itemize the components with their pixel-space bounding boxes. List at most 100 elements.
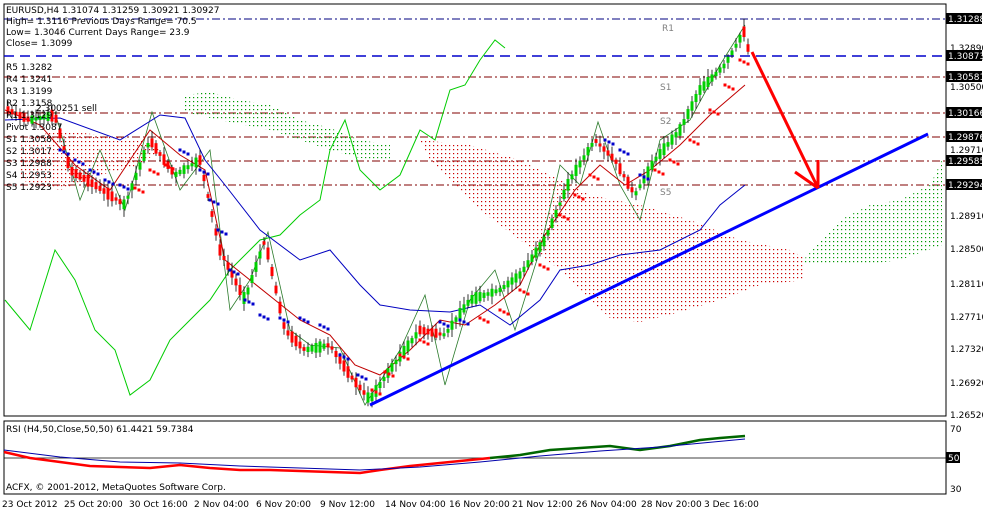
price-tick: 1.30500	[950, 83, 983, 93]
candle-bullish	[734, 43, 738, 48]
step-dot	[202, 170, 206, 174]
trend-line[interactable]	[369, 132, 929, 407]
price-tick: 1.27320	[950, 345, 983, 355]
candle-bearish	[218, 244, 222, 256]
step-dot	[712, 110, 716, 114]
pivot-s4: S4 1.2953	[6, 171, 52, 181]
level-box-s4	[946, 155, 982, 166]
candle-bullish	[590, 142, 594, 147]
time-tick: 26 Nov 04:00	[576, 500, 637, 510]
candle-bearish	[26, 116, 30, 122]
candle-bullish	[726, 56, 730, 63]
step-dot	[111, 182, 115, 186]
candle-bullish	[730, 50, 734, 56]
candle-bullish	[322, 343, 326, 349]
candle-bearish	[154, 143, 158, 154]
candle-bullish	[550, 218, 554, 228]
step-dot	[438, 320, 442, 324]
candle-bullish	[678, 124, 682, 136]
step-dot	[573, 193, 577, 197]
candle-bearish	[430, 328, 434, 337]
candle-bearish	[222, 255, 226, 261]
candle-bearish	[262, 241, 266, 245]
time-tick: 25 Oct 20:00	[64, 500, 123, 510]
step-dot	[482, 318, 486, 322]
time-tick: 28 Nov 20:00	[641, 500, 702, 510]
candle-bullish	[558, 202, 562, 206]
step-dot	[592, 175, 596, 179]
step-dot	[171, 167, 175, 171]
cloud-bullish-future	[805, 160, 942, 265]
candle-bullish	[174, 171, 178, 177]
candle-bullish	[474, 292, 478, 304]
step-dot	[738, 58, 742, 62]
candle-bearish	[66, 157, 70, 169]
step-dot	[688, 138, 692, 142]
step-dot	[638, 173, 642, 177]
candle-bullish	[314, 342, 318, 353]
candle-bearish	[422, 327, 426, 335]
step-dot	[126, 187, 130, 191]
time-axis[interactable]: 23 Oct 2012 25 Oct 20:00 30 Oct 16:00 2 …	[2, 500, 759, 510]
candle-bearish	[102, 188, 106, 194]
step-dot	[167, 165, 171, 169]
candle-bearish	[438, 332, 442, 336]
step-dots	[58, 58, 750, 396]
step-dot	[370, 388, 374, 392]
cloud-bearish-early	[20, 130, 160, 190]
price-axis[interactable]: 1.32890 1.30500 1.29710 1.28910 1.28500 …	[946, 13, 983, 421]
step-dot	[611, 142, 615, 146]
candle-bearish	[298, 341, 302, 349]
step-dot	[626, 152, 630, 156]
rsi-signal-line	[3, 438, 746, 471]
candle-bearish	[230, 270, 234, 278]
candle-bearish	[210, 211, 214, 217]
info-line-2: Low= 1.3046 Current Days Range= 23.9	[6, 28, 190, 38]
candle-bullish	[410, 338, 414, 344]
step-dot	[58, 148, 62, 152]
step-dot	[642, 175, 646, 179]
candle-bearish	[622, 174, 626, 178]
candle-bearish	[354, 377, 358, 388]
candle-bullish	[446, 328, 450, 333]
candle-bearish	[302, 347, 306, 351]
candle-bearish	[606, 150, 610, 156]
level-box-label: 1.30581	[948, 73, 983, 83]
step-dot	[224, 232, 228, 236]
candle-bearish	[334, 350, 338, 358]
step-dot	[243, 298, 247, 302]
candle-bullish	[462, 304, 466, 313]
step-dot	[298, 316, 302, 320]
candle-bearish	[418, 325, 422, 335]
candle-bullish	[510, 277, 514, 285]
candle-bullish	[134, 172, 138, 180]
step-dot	[220, 230, 224, 234]
candle-bullish	[122, 199, 126, 210]
candle-bullish	[142, 150, 146, 162]
candle-bearish	[282, 322, 286, 329]
step-dot	[148, 168, 152, 172]
level-box-label: 1.29294	[948, 181, 983, 191]
step-dot	[746, 62, 750, 66]
candle-bullish	[494, 289, 498, 294]
candle-bearish	[274, 285, 278, 294]
candle-bearish	[426, 328, 430, 335]
candle-bullish	[662, 143, 666, 156]
candle-bullish	[518, 271, 522, 279]
candle-bullish	[310, 345, 314, 352]
step-dot	[236, 272, 240, 276]
candle-bearish	[62, 146, 66, 150]
candle-bullish	[578, 160, 582, 168]
candle-bearish	[202, 174, 206, 182]
rsi-line-green	[489, 434, 746, 460]
candle-bullish	[482, 292, 486, 298]
step-dot	[672, 160, 676, 164]
chikou-line	[4, 39, 506, 396]
step-dot	[326, 327, 330, 331]
candle-bullish	[710, 74, 714, 82]
tag-s2: S2	[660, 117, 671, 127]
candle-bearish	[50, 109, 54, 122]
step-dot	[538, 263, 542, 267]
